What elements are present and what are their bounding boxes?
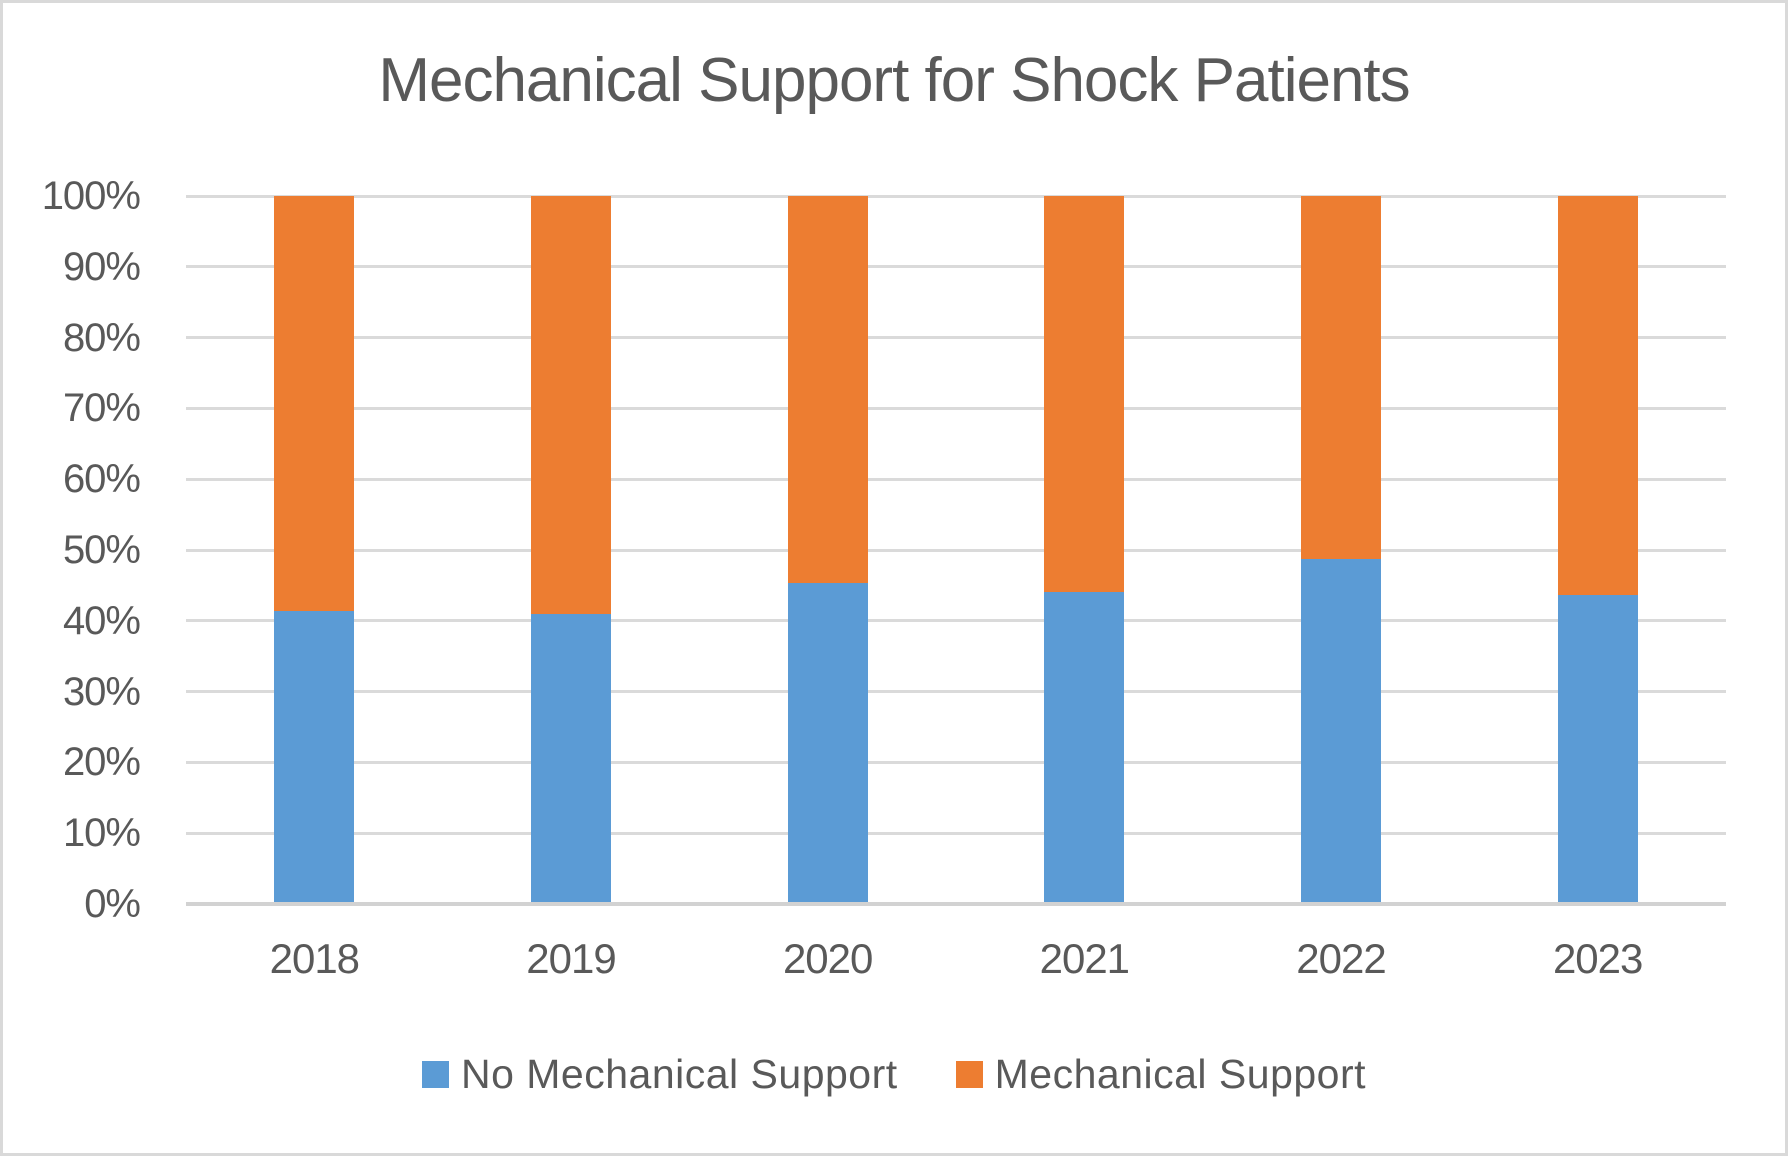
y-tick-label: 0% [84,882,141,926]
y-tick-label: 50% [62,528,141,572]
y-tick-label: 60% [62,457,141,502]
bar-segment-2022-no-mechanical-support [1300,558,1381,904]
bar-segment-2020-no-mechanical-support [787,582,868,904]
bar-segment-2023-mechanical-support [1557,196,1638,596]
bar-slot-2021 [956,196,1213,904]
bar-slot-2019 [443,196,700,904]
legend-label: Mechanical Support [994,1051,1367,1097]
gridline-90 [186,265,1726,269]
y-tick-label: 70% [62,386,141,431]
bar-segment-2019-mechanical-support [530,196,611,615]
x-tick-label-2022: 2022 [1296,935,1386,982]
y-tick-label: 20% [62,740,141,785]
bar-segment-2021-mechanical-support [1044,196,1125,592]
x-axis-line [186,902,1726,906]
gridline-50 [186,548,1726,552]
bar-2022 [1300,196,1381,904]
legend-item-mechanical-support: Mechanical Support [955,1051,1367,1098]
x-tick-label-2020: 2020 [782,935,873,982]
gridline-60 [186,477,1726,481]
gridline-40 [186,619,1726,623]
y-tick-label: 10% [62,811,141,856]
chart-title: Mechanical Support for Shock Patients [378,46,1410,115]
bar-segment-2019-no-mechanical-support [530,614,611,904]
gridline-20 [186,760,1726,764]
bar-2019 [530,196,611,904]
x-tick-label-2023: 2023 [1552,935,1643,982]
legend-item-no-mechanical-support: No Mechanical Support [421,1051,898,1098]
bar-2020 [787,196,868,904]
bar-segment-2020-mechanical-support [787,196,868,583]
bar-slot-2020 [699,196,956,904]
y-tick-label: 40% [62,598,141,643]
bar-2023 [1557,196,1638,904]
gridline-70 [186,406,1726,410]
x-tick-label-2019: 2019 [526,935,616,982]
gridline-100 [186,194,1726,198]
y-tick-label: 80% [62,315,141,360]
x-tick-label-2021: 2021 [1039,935,1130,982]
x-tick-label-2018: 2018 [269,935,360,982]
bar-segment-2022-mechanical-support [1300,196,1381,559]
bar-2018 [274,196,355,904]
bar-slot-2022 [1213,196,1470,904]
legend-label: No Mechanical Support [460,1051,898,1097]
bar-slot-2023 [1469,196,1726,904]
legend-swatch-icon [955,1061,983,1088]
bar-2021 [1044,196,1125,904]
y-tick-label: 30% [62,669,141,714]
legend-swatch-icon [421,1061,449,1088]
plot-area [186,194,1726,906]
gridline-10 [186,831,1726,835]
legend: No Mechanical Support Mechanical Support [3,1051,1785,1098]
bar-segment-2021-no-mechanical-support [1044,591,1125,904]
y-tick-label: 100% [41,174,141,218]
y-tick-label: 90% [62,244,141,289]
gridline-30 [186,690,1726,694]
bar-segment-2023-no-mechanical-support [1557,595,1638,904]
bar-slot-2018 [186,196,443,904]
gridline-80 [186,336,1726,340]
bar-segment-2018-no-mechanical-support [274,610,355,904]
bar-segment-2018-mechanical-support [274,196,355,611]
